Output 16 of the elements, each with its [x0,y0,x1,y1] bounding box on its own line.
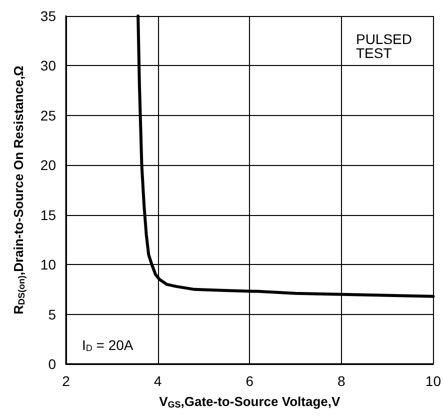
y-tick-label: 10 [40,256,56,273]
y-tick-label: 5 [48,306,56,322]
x-tick-label: 4 [154,373,162,389]
y-tick-label: 15 [40,206,56,223]
y-tick-label: 0 [48,356,56,372]
x-tick-label: 8 [338,373,346,389]
y-tick-label: 30 [40,58,56,74]
x-tick-label: 6 [246,373,254,389]
y-axis-title: RDS(on),Drain-to-Source On Resistance,Ω [11,66,26,314]
annotation: ID = 20A [82,337,134,353]
annotation: PULSED TEST [356,31,412,61]
y-tick-label: 20 [40,157,56,174]
x-tick-label: 10 [425,373,442,389]
y-tick-label: 35 [40,8,56,24]
x-tick-label: 2 [62,373,70,389]
y-tick-label: 25 [40,107,56,124]
